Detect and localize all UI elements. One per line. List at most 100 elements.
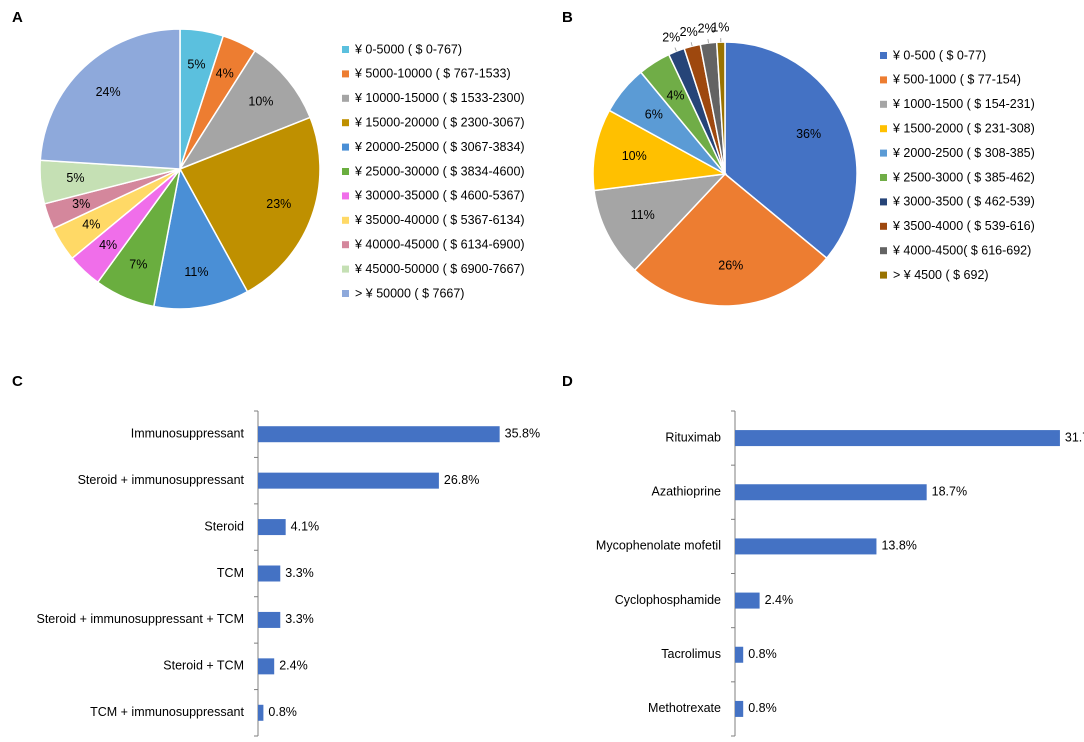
- legend-a-entry-4: ¥ 20000-25000 ( $ 3067-3834): [354, 140, 525, 154]
- bars-d-value-label-4: 0.8%: [748, 647, 777, 661]
- bars-d-value-label-5: 0.8%: [748, 701, 777, 715]
- bars-c-bar-1: [258, 472, 439, 489]
- bars-c-value-label-6: 0.8%: [268, 705, 297, 719]
- bar-chart-c: Immunosuppressant 35.8% Steroid + immunosu…: [36, 410, 540, 737]
- pie-b-slice-2: [593, 172, 727, 272]
- pie-a-slice-label-8: 3%: [72, 197, 90, 211]
- legend-b-entry-0: ¥ 0-500 ( $ 0-77): [892, 48, 986, 62]
- pie-a-slice-label-10: 24%: [96, 85, 121, 99]
- legend-b: ¥ 0-500 ( $ 0-77) ¥ 500-1000 ( $ 77-154) ¥…: [880, 48, 1035, 282]
- pie-b-leader-7: [690, 42, 693, 47]
- bars-d-bar-2: [735, 538, 877, 555]
- pie-b-slice-label-2: 11%: [631, 208, 655, 222]
- pie-a-slice-label-4: 11%: [184, 265, 208, 279]
- bars-d-bar-3: [735, 592, 760, 609]
- bars-c-bar-3: [258, 565, 281, 582]
- legend-a-swatch-9: [342, 265, 349, 273]
- legend-b-swatch-0: [880, 52, 887, 59]
- bars-c-value-label-4: 3.3%: [285, 612, 314, 626]
- pie-chart-b: 36%26%11%10%6%4%2% 2% 2%1%: [592, 20, 858, 307]
- bars-d-bar-4: [735, 646, 744, 663]
- legend-b-entry-4: ¥ 2000-2500 ( $ 308-385): [892, 146, 1035, 160]
- legend-b-entry-7: ¥ 3500-4000 ( $ 539-616): [892, 219, 1035, 233]
- legend-a: ¥ 0-5000 ( $ 0-767) ¥ 5000-10000 ( $ 767-…: [342, 42, 525, 300]
- bars-d-bar-5: [735, 700, 744, 717]
- pie-b-slice-0: [724, 41, 858, 260]
- legend-a-entry-1: ¥ 5000-10000 ( $ 767-1533): [354, 67, 511, 81]
- bars-c-category-label-6: TCM + immunosuppressant: [90, 705, 244, 719]
- legend-b-entry-1: ¥ 500-1000 ( $ 77-154): [892, 73, 1021, 87]
- legend-a-entry-3: ¥ 15000-20000 ( $ 2300-3067): [354, 115, 525, 129]
- legend-b-swatch-4: [880, 149, 887, 157]
- pie-b-slice-label-8: 2%: [698, 21, 716, 35]
- pie-a-slice-4: [152, 166, 249, 310]
- pie-a-slice-label-7: 4%: [82, 218, 100, 232]
- pie-a-slice-label-0: 5%: [187, 58, 205, 72]
- bars-c-value-label-0: 35.8%: [505, 427, 540, 441]
- pie-b-leader-6: [674, 47, 677, 52]
- bar-chart-d: Rituximab 31.7% Azathioprine 18.7% Mycopheno…: [596, 410, 1084, 737]
- bars-c-bar-4: [258, 611, 281, 628]
- legend-a-entry-2: ¥ 10000-15000 ( $ 1533-2300): [354, 91, 525, 105]
- bars-d-bar-1: [735, 484, 927, 501]
- legend-a-swatch-2: [342, 94, 349, 102]
- bars-c-category-label-2: Steroid: [204, 519, 244, 533]
- pie-a-slice-label-9: 5%: [66, 171, 84, 185]
- legend-a-swatch-1: [342, 70, 349, 78]
- pie-b-slice-label-1: 26%: [718, 259, 743, 273]
- bars-c-bar-5: [258, 658, 275, 675]
- legend-a-swatch-10: [342, 290, 349, 297]
- pie-a-slice-label-2: 10%: [248, 94, 273, 108]
- legend-b-entry-9: > ¥ 4500 ( $ 692): [893, 268, 989, 282]
- bars-c-bar-6: [258, 704, 264, 721]
- bars-c-category-label-3: TCM: [217, 566, 244, 580]
- pie-a-slice-10: [39, 28, 181, 170]
- pie-a-slice-label-1: 4%: [216, 66, 234, 80]
- legend-b-swatch-3: [880, 125, 887, 133]
- bars-d-category-label-4: Tacrolimus: [661, 647, 721, 661]
- bars-c-bar-0: [258, 426, 500, 443]
- panel-letter-b: B: [562, 9, 573, 26]
- legend-a-swatch-5: [342, 168, 349, 175]
- bars-c-value-label-2: 4.1%: [291, 519, 320, 533]
- bars-c-bar-2: [258, 519, 286, 536]
- pie-b-slice-label-6: 2%: [662, 31, 680, 45]
- legend-b-swatch-8: [880, 247, 887, 255]
- bars-d-bar-0: [735, 430, 1060, 447]
- legend-a-swatch-3: [342, 119, 349, 127]
- bars-c-category-label-4: Steroid + immunosuppressant + TCM: [36, 612, 244, 626]
- legend-b-swatch-9: [880, 271, 887, 279]
- pie-b-slice-3: [592, 109, 728, 192]
- panel-letter-d: D: [562, 373, 573, 390]
- legend-a-swatch-0: [342, 46, 349, 53]
- legend-b-entry-3: ¥ 1500-2000 ( $ 231-308): [892, 121, 1035, 135]
- pie-b-slice-1: [633, 172, 828, 307]
- legend-a-entry-7: ¥ 35000-40000 ( $ 5367-6134): [354, 213, 525, 227]
- legend-b-entry-6: ¥ 3000-3500 ( $ 462-539): [892, 195, 1035, 209]
- legend-a-swatch-8: [342, 241, 349, 249]
- pie-chart-a: 5% 4% 10% 23% 11% 7% 4% 4% 3% 5% 24%: [39, 28, 321, 310]
- pie-b-slice-label-0: 36%: [796, 127, 821, 141]
- legend-a-swatch-7: [342, 216, 349, 224]
- pie-a-slice-label-3: 23%: [266, 197, 291, 211]
- pie-a-slice-2: [178, 49, 312, 171]
- legend-a-entry-0: ¥ 0-5000 ( $ 0-767): [354, 42, 462, 56]
- bars-d-category-label-5: Methotrexate: [648, 701, 721, 715]
- legend-b-entry-5: ¥ 2500-3000 ( $ 385-462): [892, 170, 1035, 184]
- legend-a-entry-9: ¥ 45000-50000 ( $ 6900-7667): [354, 262, 525, 276]
- bars-d-value-label-0: 31.7%: [1065, 430, 1084, 444]
- panel-letter-c: C: [12, 373, 23, 390]
- legend-a-entry-10: > ¥ 50000 ( $ 7667): [355, 286, 464, 300]
- bars-c-category-label-0: Immunosuppressant: [131, 427, 245, 441]
- bars-d-category-label-0: Rituximab: [665, 430, 721, 444]
- bars-c-value-label-3: 3.3%: [285, 566, 314, 580]
- legend-b-swatch-5: [880, 174, 887, 181]
- bars-d-value-label-1: 18.7%: [932, 485, 967, 499]
- pie-b-slice-label-5: 4%: [666, 88, 684, 102]
- bars-d-category-label-3: Cyclophosphamide: [615, 593, 721, 607]
- bars-d-value-label-3: 2.4%: [765, 593, 794, 607]
- legend-b-entry-8: ¥ 4000-4500( $ 616-692): [892, 243, 1031, 257]
- legend-a-entry-8: ¥ 40000-45000 ( $ 6134-6900): [354, 237, 525, 251]
- legend-a-swatch-4: [342, 143, 349, 151]
